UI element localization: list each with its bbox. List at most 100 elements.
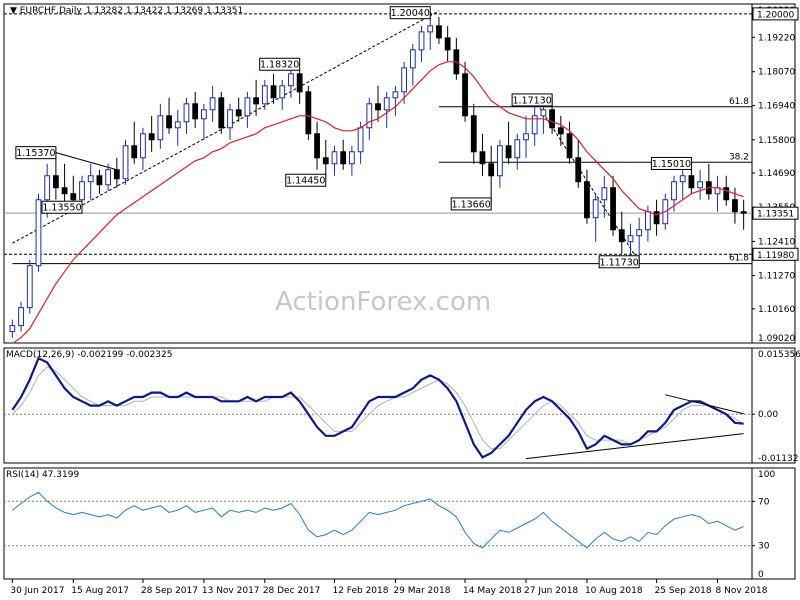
svg-text:1.13550: 1.13550 xyxy=(42,203,81,214)
candle-13 xyxy=(122,139,129,185)
x-axis-tick: 14 May 2018 xyxy=(463,586,522,596)
candle-36 xyxy=(322,139,329,179)
candle-71 xyxy=(627,223,634,260)
price-panel: 61.8 38.2 61.8 1.20040 1.18320 1.17130 1.15370… xyxy=(4,6,752,345)
svg-text:1.11980: 1.11980 xyxy=(757,251,794,261)
candle-69 xyxy=(610,175,616,236)
x-axis-tick: 25 Sep 2018 xyxy=(655,586,712,596)
price-y-tick: 1.09020 xyxy=(758,334,795,344)
candle-65 xyxy=(575,139,582,188)
price-y-tick: 1.16940 xyxy=(758,102,795,112)
level-fib-61.8-lower-label: 61.8 xyxy=(729,254,749,264)
candle-68 xyxy=(601,175,608,218)
macd-label: MACD(12,26,9) -0.002199 -0.002325 xyxy=(6,350,172,360)
svg-text:1.15370: 1.15370 xyxy=(16,148,55,159)
price-annotation-1.17130: 1.17130 xyxy=(511,93,553,107)
candle-12 xyxy=(113,157,120,188)
candle-64 xyxy=(566,121,573,164)
price-annotation-1.13550: 1.13550 xyxy=(41,200,83,214)
candle-17 xyxy=(157,103,164,149)
candle-35 xyxy=(314,121,320,170)
level-fib-61.8-upper-label: 61.8 xyxy=(729,97,749,107)
candle-39 xyxy=(348,145,355,176)
rsi-label: RSI(14) 47.3199 xyxy=(6,470,79,480)
price-annotation-1.15370: 1.15370 xyxy=(15,146,57,160)
macd-series-macd xyxy=(11,356,744,459)
price-trendline-2[interactable] xyxy=(55,152,117,171)
candle-30 xyxy=(270,73,277,104)
candle-42 xyxy=(375,85,381,122)
candle-9 xyxy=(87,163,94,200)
rsi-y-tick: 100 xyxy=(758,470,775,480)
candle-28 xyxy=(253,79,260,116)
candle-41 xyxy=(366,97,373,140)
level-1.20000-flag: 1.20000 xyxy=(752,7,799,21)
price-y-tick: 1.11270 xyxy=(758,272,795,282)
candle-33 xyxy=(296,67,303,104)
candle-31 xyxy=(279,79,286,110)
macd-trendline-1[interactable] xyxy=(525,433,744,460)
collapse-arrow-icon: ▼ xyxy=(10,6,20,16)
candle-54 xyxy=(479,133,486,176)
candle-0 xyxy=(9,319,16,338)
macd-panel-frame xyxy=(3,347,796,464)
price-panel-frame xyxy=(3,3,796,344)
x-axis-tick: 10 Aug 2018 xyxy=(585,586,643,596)
price-annotation-1.20040: 1.20040 xyxy=(389,6,431,19)
price-y-tick: 1.12410 xyxy=(758,237,795,247)
symbol-label: EURCHF,Daily xyxy=(20,6,83,16)
candle-59 xyxy=(523,115,529,158)
macd-y-tick: -0.01132 xyxy=(758,454,798,464)
macd-trendline-2[interactable] xyxy=(665,394,744,415)
macd-y-tick: 0.015356 xyxy=(758,350,800,360)
candle-29 xyxy=(261,79,268,110)
candle-14 xyxy=(131,121,138,164)
candle-2 xyxy=(26,259,33,314)
rsi-line xyxy=(12,491,744,549)
candle-52 xyxy=(462,61,468,122)
svg-text:1.17130: 1.17130 xyxy=(512,95,551,106)
x-axis-tick: 8 Nov 2018 xyxy=(716,586,768,596)
svg-text:1.13660: 1.13660 xyxy=(452,199,491,210)
rsi-y-tick: 0 xyxy=(758,570,764,580)
candle-47 xyxy=(418,25,425,62)
price-annotation-1.11730: 1.11730 xyxy=(598,255,640,269)
candle-45 xyxy=(401,61,408,104)
candle-55 xyxy=(488,145,495,204)
candle-3 xyxy=(35,193,42,272)
candle-72 xyxy=(636,217,643,262)
candle-79 xyxy=(697,169,704,200)
x-axis-tick: 15 Aug 2017 xyxy=(71,586,129,596)
candle-22 xyxy=(200,103,207,140)
price-annotation-1.15010: 1.15010 xyxy=(650,156,692,170)
price-y-tick: 1.15800 xyxy=(758,136,795,146)
candle-44 xyxy=(392,85,399,116)
candle-67 xyxy=(592,193,599,242)
candle-66 xyxy=(584,169,590,224)
price-annotation-1.18320: 1.18320 xyxy=(259,57,301,71)
watermark: ActionForex.com xyxy=(275,287,491,317)
candle-58 xyxy=(514,133,521,170)
candle-11 xyxy=(105,163,112,191)
candle-5 xyxy=(52,151,59,200)
x-axis-tick: 12 Feb 2018 xyxy=(332,586,388,596)
level-1.11980-flag: 1.11980 xyxy=(752,247,799,261)
candle-34 xyxy=(305,85,312,140)
candle-74 xyxy=(653,199,660,236)
candle-56 xyxy=(496,139,503,188)
price-trendline-1[interactable] xyxy=(12,10,440,244)
candle-20 xyxy=(183,97,190,134)
x-axis-tick: 27 Jun 2018 xyxy=(524,586,578,596)
candle-21 xyxy=(192,91,199,128)
candle-46 xyxy=(409,43,416,86)
price-y-tick: 1.10160 xyxy=(758,305,795,315)
candle-57 xyxy=(505,121,512,164)
candle-53 xyxy=(470,103,477,164)
candle-50 xyxy=(444,25,451,62)
price-y-tick: 1.19220 xyxy=(758,33,795,43)
svg-text:1.20040: 1.20040 xyxy=(391,8,430,19)
candle-49 xyxy=(436,16,442,44)
candle-84 xyxy=(740,199,747,230)
macd-y-tick: 0.00 xyxy=(758,410,778,420)
